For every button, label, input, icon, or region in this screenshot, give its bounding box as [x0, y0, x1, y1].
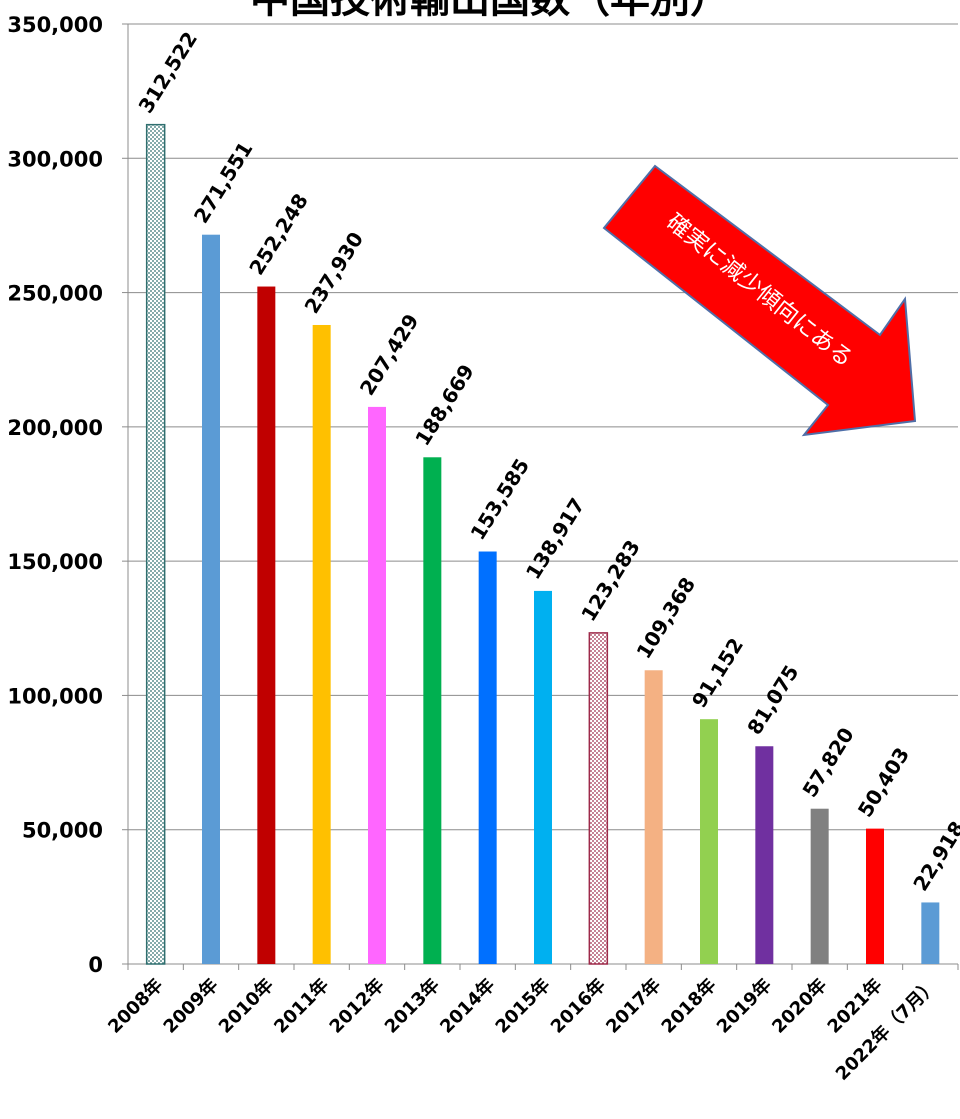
x-tick-label: 2016年 — [546, 974, 610, 1038]
chart-title: 中国技術輸出国数（年別） — [250, 0, 730, 22]
bars — [145, 123, 940, 965]
y-tick-label: 200,000 — [7, 416, 103, 440]
bar — [202, 234, 220, 965]
y-tick-label: 50,000 — [22, 819, 103, 843]
bar — [478, 551, 497, 964]
bar — [644, 670, 663, 964]
data-label: 138,917 — [521, 494, 590, 584]
data-label: 91,152 — [687, 634, 748, 712]
bar — [257, 286, 276, 964]
x-tick-label: 2018年 — [657, 974, 721, 1038]
y-tick-label: 100,000 — [7, 684, 103, 708]
x-tick-label: 2008年 — [103, 974, 167, 1038]
trend-annotation: 確実に減少傾向にある — [602, 164, 917, 437]
data-label: 207,429 — [355, 310, 424, 400]
bar — [866, 828, 884, 964]
data-label: 252,248 — [244, 189, 313, 279]
bar — [312, 324, 331, 964]
bar — [700, 719, 718, 964]
bar — [534, 590, 552, 964]
data-label: 57,820 — [798, 723, 859, 801]
x-tick-label: 2009年 — [159, 974, 223, 1038]
x-tick-label: 2017年 — [601, 974, 665, 1038]
y-tick-label: 0 — [88, 953, 103, 977]
x-tick-label: 2010年 — [214, 974, 278, 1038]
data-label: 153,585 — [466, 454, 535, 544]
y-tick-label: 300,000 — [7, 147, 103, 171]
data-label: 188,669 — [410, 360, 479, 450]
trend-arrow — [602, 164, 917, 437]
bar — [368, 406, 386, 964]
bar — [145, 123, 166, 965]
x-tick-label: 2013年 — [380, 974, 444, 1038]
bar — [810, 808, 829, 964]
bar — [921, 902, 940, 964]
bar — [423, 457, 442, 964]
data-label: 50,403 — [853, 743, 914, 821]
x-tick-label: 2020年 — [767, 974, 831, 1038]
x-tick-label: 2022年（7月） — [831, 974, 942, 1085]
data-label: 109,368 — [632, 573, 701, 663]
data-label: 237,930 — [300, 228, 369, 318]
data-label: 312,522 — [134, 27, 203, 117]
data-label: 123,283 — [576, 536, 645, 626]
x-tick-label: 2015年 — [491, 974, 555, 1038]
data-label: 22,918 — [908, 817, 960, 895]
data-label: 81,075 — [742, 661, 803, 739]
y-tick-label: 250,000 — [7, 282, 103, 306]
x-tick-label: 2014年 — [435, 974, 499, 1038]
bar — [588, 632, 609, 965]
x-tick-label: 2011年 — [269, 974, 333, 1038]
x-tick-label: 2012年 — [325, 974, 389, 1038]
x-tick-label: 2019年 — [712, 974, 776, 1038]
data-label: 271,551 — [189, 137, 258, 227]
bar — [755, 746, 774, 964]
y-tick-label: 350,000 — [7, 13, 103, 37]
y-tick-label: 150,000 — [7, 550, 103, 574]
